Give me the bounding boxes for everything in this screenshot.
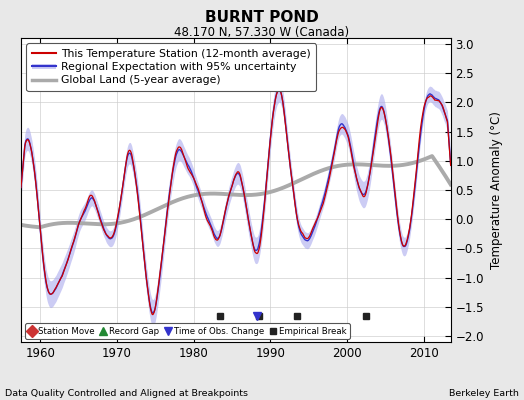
Y-axis label: Temperature Anomaly (°C): Temperature Anomaly (°C) — [489, 111, 503, 269]
Text: Berkeley Earth: Berkeley Earth — [449, 389, 519, 398]
Text: Data Quality Controlled and Aligned at Breakpoints: Data Quality Controlled and Aligned at B… — [5, 389, 248, 398]
Text: 48.170 N, 57.330 W (Canada): 48.170 N, 57.330 W (Canada) — [174, 26, 350, 39]
Text: BURNT POND: BURNT POND — [205, 10, 319, 25]
Legend: Station Move, Record Gap, Time of Obs. Change, Empirical Break: Station Move, Record Gap, Time of Obs. C… — [25, 323, 350, 339]
